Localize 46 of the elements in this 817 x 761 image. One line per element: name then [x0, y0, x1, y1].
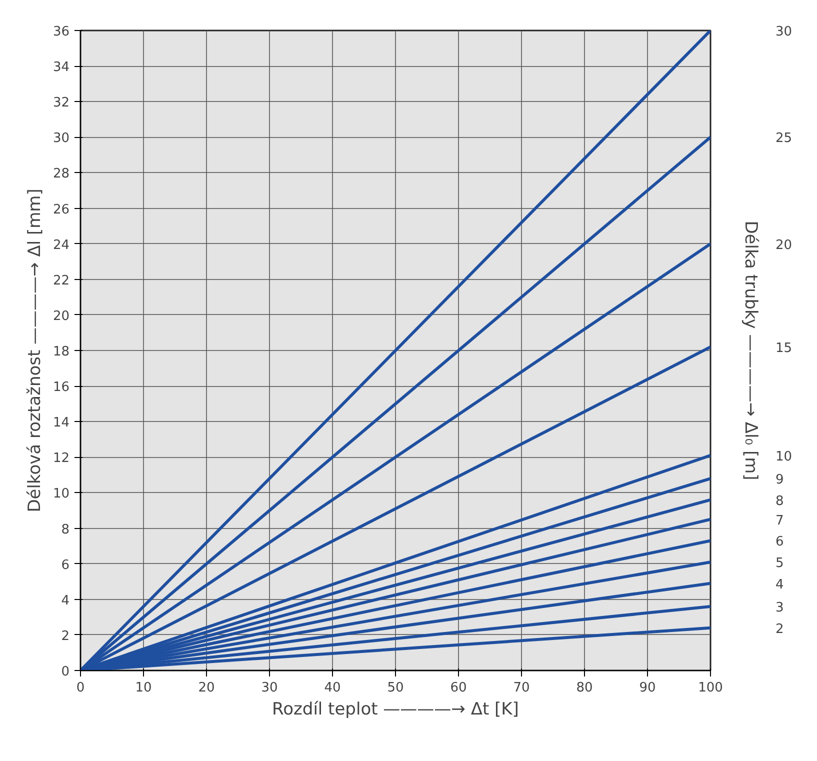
- y-tick-label: 18: [52, 344, 70, 360]
- x-tick-label: 100: [698, 680, 723, 696]
- y-tick-label: 28: [52, 166, 70, 182]
- y-tick-label: 32: [52, 96, 70, 111]
- y-tick-label: 12: [52, 451, 70, 466]
- x-tick-label: 80: [576, 680, 593, 696]
- text: 7: [776, 513, 784, 528]
- x-tick-label: 30: [261, 680, 278, 696]
- text: 8: [776, 494, 784, 509]
- x-tick-label: 0: [76, 680, 85, 696]
- x-tick-label: 60: [450, 680, 467, 696]
- text: 5: [776, 556, 784, 572]
- y-tick-label: 6: [61, 558, 70, 573]
- y-tick-label: 16: [52, 380, 70, 396]
- y-tick-label: 26: [52, 202, 70, 218]
- y-tick-label: 0: [61, 664, 70, 680]
- text: 9: [776, 472, 784, 488]
- y2-axis-title: Délka trubky ————→ Δl₀ [m]: [740, 220, 760, 480]
- y-tick-label: 10: [52, 486, 70, 502]
- y-tick-label: 20: [52, 308, 70, 324]
- text: 25: [776, 131, 792, 146]
- x-tick-label: 50: [387, 680, 404, 696]
- y-tick-label: 14: [52, 416, 70, 431]
- x-axis-title: Rozdíl teplot ————→ Δt [K]: [272, 700, 519, 720]
- y-tick-label: 4: [61, 593, 70, 608]
- x-tick-label: 10: [135, 680, 152, 696]
- text: 10: [776, 449, 792, 464]
- x-tick-label: 40: [324, 680, 341, 696]
- text: 3: [776, 600, 784, 616]
- y-tick-label: 2: [61, 628, 70, 644]
- text: 4: [776, 577, 784, 592]
- y-axis-title: Délková roztažnost ————→ Δl [mm]: [24, 188, 45, 512]
- text: 15: [776, 340, 792, 356]
- text: 20: [776, 238, 792, 253]
- y-tick-label: 36: [52, 24, 70, 40]
- x-tick-label: 70: [513, 680, 530, 696]
- y-tick-label: 30: [52, 131, 70, 146]
- text: 2: [776, 622, 784, 637]
- x-tick-label: 90: [639, 680, 656, 696]
- y-tick-label: 22: [52, 273, 70, 288]
- y-tick-label: 34: [52, 60, 70, 76]
- y-tick-label: 8: [61, 522, 70, 538]
- y-tick-label: 24: [52, 238, 70, 253]
- text: 6: [776, 534, 784, 550]
- text: 30: [776, 24, 792, 40]
- x-tick-label: 20: [198, 680, 215, 696]
